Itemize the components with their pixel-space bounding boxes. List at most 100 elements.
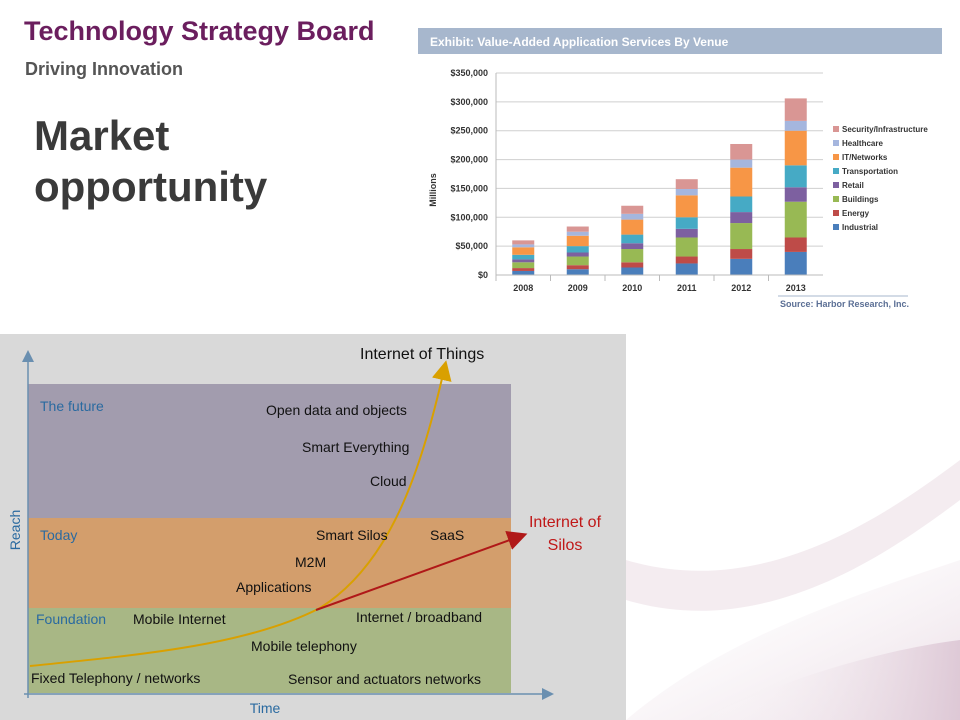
bar-segment <box>512 247 535 255</box>
y-tick-label: $200,000 <box>450 155 488 165</box>
label-silos-2: Silos <box>548 537 583 554</box>
legend-swatch <box>833 196 839 202</box>
y-tick-label: $250,000 <box>450 126 488 136</box>
bar-segment <box>784 120 807 131</box>
bar-segment <box>621 213 644 220</box>
y-tick-label: $300,000 <box>450 97 488 107</box>
tagline: Driving Innovation <box>25 59 184 79</box>
bar-segment <box>730 196 753 213</box>
label-m2m: M2M <box>295 554 326 570</box>
band-label-future: The future <box>40 398 104 414</box>
bar-segment <box>512 259 535 263</box>
bar-segment <box>621 234 644 244</box>
bar-segment <box>730 167 753 197</box>
bar-segment <box>730 258 753 275</box>
legend-entry: Retail <box>842 181 864 190</box>
legend-swatch <box>833 210 839 216</box>
x-tick-label: 2013 <box>786 283 806 293</box>
label-silos-1: Internet of <box>529 514 602 531</box>
bar-segment <box>512 270 535 275</box>
x-tick-label: 2008 <box>513 283 533 293</box>
slide-title: Market opportunity <box>34 110 334 212</box>
legend-swatch <box>833 224 839 230</box>
bar-segment <box>784 187 807 202</box>
x-tick-label: 2010 <box>622 283 642 293</box>
legend-entry: Buildings <box>842 195 879 204</box>
bar-segment <box>784 251 807 275</box>
label-sensor-networks: Sensor and actuators networks <box>288 671 481 687</box>
label-cloud: Cloud <box>370 473 407 489</box>
chart-x-tick-labels: 2008 2009 2010 2011 2012 2013 <box>495 274 823 293</box>
band-today <box>28 518 511 608</box>
chart-gridlines <box>495 72 823 276</box>
bar-segment <box>566 256 589 266</box>
label-mobile-internet: Mobile Internet <box>133 611 226 627</box>
label-iot: Internet of Things <box>360 346 484 363</box>
bar-segment <box>675 217 698 229</box>
bar-segment <box>566 269 589 275</box>
exhibit-title: Exhibit: Value-Added Application Service… <box>430 35 729 49</box>
bar-segment <box>675 179 698 190</box>
legend-entry: Industrial <box>842 223 878 232</box>
exhibit-title-bar <box>418 28 942 54</box>
chart-bars <box>512 98 807 275</box>
label-smart-silos: Smart Silos <box>316 527 388 543</box>
y-tick-label: $50,000 <box>455 241 488 251</box>
x-tick-label: 2011 <box>677 283 697 293</box>
bar-segment <box>566 231 589 236</box>
iot-evolution-diagram: Reach Time The future Today Foundation I… <box>0 334 626 720</box>
bar-segment <box>675 189 698 196</box>
bar-segment <box>621 262 644 268</box>
x-tick-label: 2009 <box>568 283 588 293</box>
slide-title-line-1: Market <box>34 112 170 159</box>
legend-swatch <box>833 154 839 160</box>
chart-source: Source: Harbor Research, Inc. <box>780 299 909 309</box>
bar-segment <box>675 256 698 264</box>
bar-segment <box>675 228 698 238</box>
bar-segment <box>621 219 644 235</box>
bar-segment <box>566 246 589 253</box>
x-tick-label: 2012 <box>731 283 751 293</box>
y-tick-label: $350,000 <box>450 68 488 78</box>
bar-segment <box>784 165 807 188</box>
label-applications: Applications <box>236 579 312 595</box>
bar-segment <box>784 98 807 121</box>
y-tick-label: $150,000 <box>450 183 488 193</box>
chart-legend: Security/Infrastructure Healthcare IT/Netw… <box>833 125 928 232</box>
chart-y-axis-label: Millions <box>428 173 438 207</box>
bar-segment <box>675 237 698 257</box>
legend-entry: IT/Networks <box>842 153 888 162</box>
bar-segment <box>675 195 698 218</box>
chart-y-tick-labels: $0 $50,000 $100,000 $150,000 $200,000 $250,00… <box>450 68 488 280</box>
bar-segment <box>566 226 589 232</box>
band-future <box>28 384 511 518</box>
label-internet-broadband: Internet / broadband <box>356 609 482 625</box>
legend-entry: Energy <box>842 209 870 218</box>
bar-segment <box>621 249 644 263</box>
bar-segment <box>621 205 644 214</box>
label-smart-everything: Smart Everything <box>302 439 409 455</box>
bar-segment <box>784 237 807 252</box>
legend-swatch <box>833 126 839 132</box>
legend-swatch <box>833 140 839 146</box>
bar-segment <box>621 243 644 250</box>
brand-name: Technology Strategy Board <box>24 16 375 46</box>
bar-segment <box>730 249 753 259</box>
label-open-data: Open data and objects <box>266 402 407 418</box>
band-foundation <box>28 608 511 693</box>
bar-segment <box>730 212 753 224</box>
bar-segment <box>621 267 644 275</box>
bar-segment <box>512 262 535 269</box>
y-tick-label: $100,000 <box>450 212 488 222</box>
bar-segment <box>730 143 753 160</box>
bar-segment <box>675 263 698 275</box>
bar-segment <box>566 265 589 270</box>
band-label-foundation: Foundation <box>36 611 106 627</box>
bar-segment <box>512 240 535 245</box>
bar-segment <box>512 254 535 260</box>
legend-entry: Transportation <box>842 167 898 176</box>
bar-segment <box>784 130 807 166</box>
bar-segment <box>512 268 535 271</box>
legend-swatch <box>833 182 839 188</box>
